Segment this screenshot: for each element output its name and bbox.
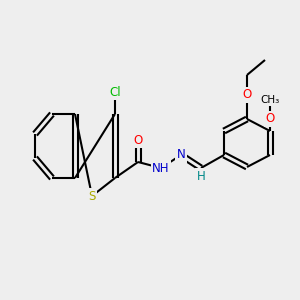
Text: N: N — [177, 148, 185, 161]
Text: CH₃: CH₃ — [260, 95, 280, 105]
Text: Cl: Cl — [109, 85, 121, 98]
Text: S: S — [88, 190, 96, 202]
Text: O: O — [266, 112, 274, 125]
Text: O: O — [134, 134, 142, 146]
Text: H: H — [196, 169, 206, 182]
Text: NH: NH — [152, 161, 170, 175]
Text: O: O — [242, 88, 252, 101]
